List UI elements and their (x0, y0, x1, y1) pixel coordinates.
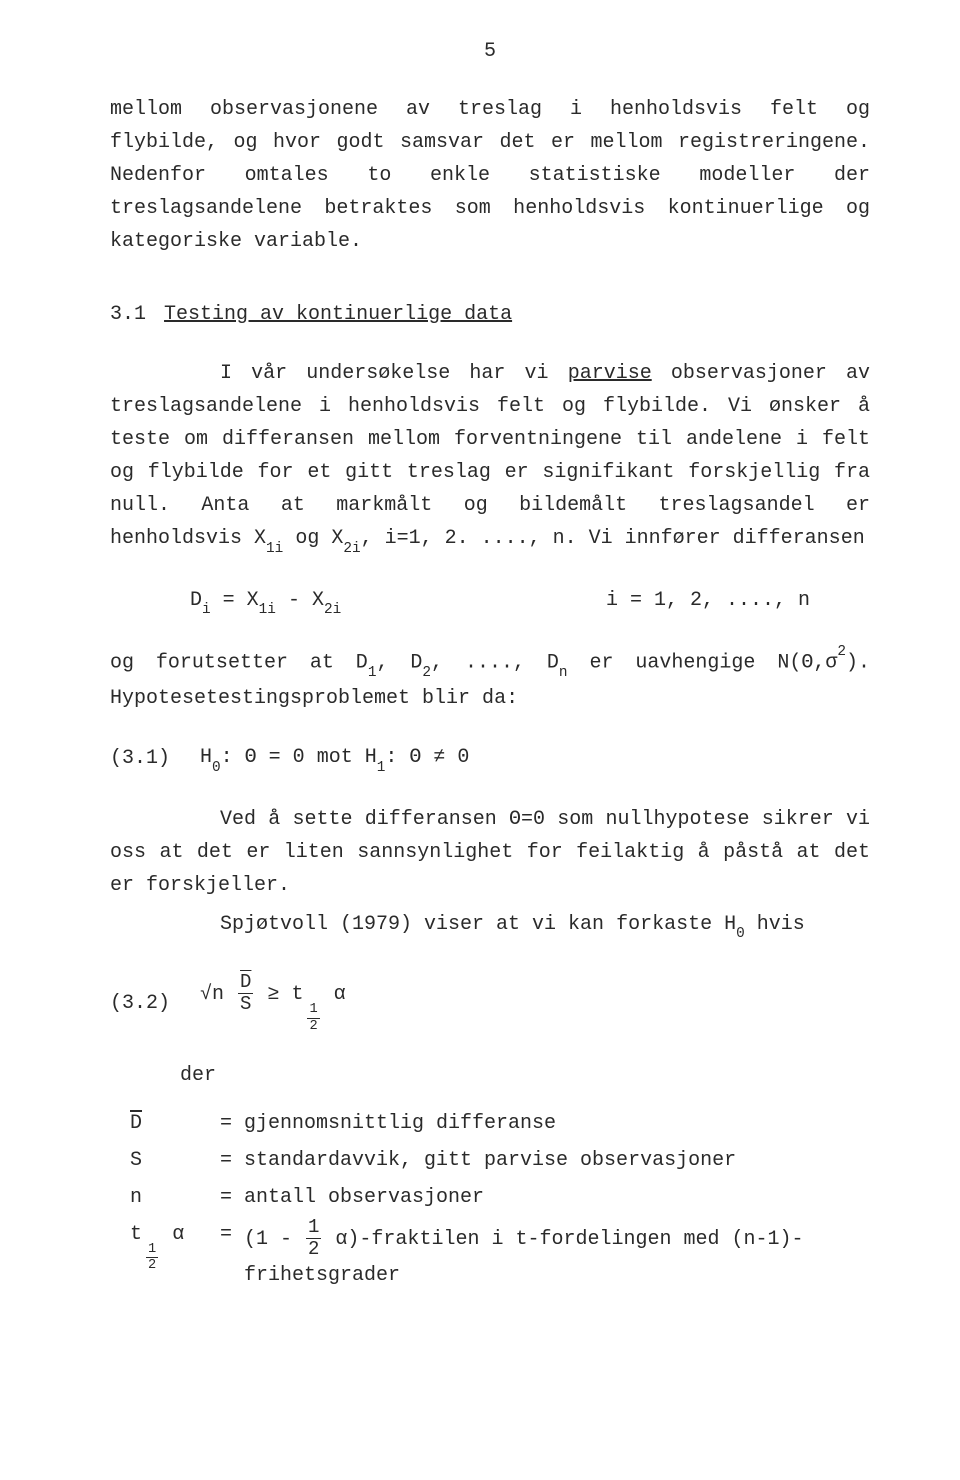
eq-label: (3.1) (110, 742, 170, 775)
fraction: DS (238, 973, 253, 1014)
paragraph-2: I vår undersøkelse har vi parvise observ… (110, 357, 870, 558)
definitions: D = gjennomsnittlig differanse S = stand… (110, 1107, 870, 1292)
subscript: 1i (266, 541, 283, 557)
def-text: antall observasjoner (244, 1181, 870, 1214)
fraction: 12 (307, 1003, 319, 1033)
subscript: 1i (259, 602, 276, 618)
paragraph-1: mellom observasjonene av treslag i henho… (110, 93, 870, 258)
def-row: t12 α = (1 - 12 α)-fraktilen i t-fordeli… (110, 1218, 870, 1292)
text: , D (376, 651, 422, 674)
subscript: n (559, 665, 568, 681)
subscript: 1 (377, 760, 386, 776)
eq-label: (3.2) (110, 987, 170, 1020)
def-row: S = standardavvik, gitt parvise observas… (110, 1144, 870, 1177)
subscript: i (202, 602, 211, 618)
frac-bot: 2 (306, 1238, 321, 1259)
frac-top: D (238, 973, 253, 993)
text: - X (276, 589, 324, 612)
text: α (322, 983, 346, 1006)
frac-bot: S (238, 993, 253, 1014)
text: , ...., D (431, 651, 559, 674)
text: (1 - (244, 1227, 304, 1250)
equals-sign: = (220, 1107, 244, 1140)
page-number: 5 (110, 40, 870, 63)
paragraph-3: og forutsetter at D1, D2, ...., Dn er ua… (110, 646, 870, 715)
section-number: 3.1 (110, 303, 146, 326)
equals-sign: = (220, 1181, 244, 1214)
def-symbol: t (130, 1223, 142, 1246)
text: : Θ ≠ 0 (385, 746, 469, 769)
def-row: D = gjennomsnittlig differanse (110, 1107, 870, 1140)
def-symbol: D (130, 1112, 142, 1135)
text: observasjoner av treslags­andelene i hen… (110, 362, 870, 550)
frac-bot: 2 (307, 1018, 319, 1034)
frac-top: 1 (146, 1243, 158, 1258)
subscript: 1 (368, 665, 377, 681)
text: i = 1, 2, ...., n (606, 584, 810, 620)
fraction: 12 (306, 1218, 321, 1259)
text: og forutsetter at D (110, 651, 368, 674)
text: er uavhengige N(Θ,σ (568, 651, 838, 674)
equation-3-2: (3.2) √n DS ≥ t12 α (110, 973, 870, 1033)
section-title: Testing av kontinuerlige data (164, 303, 512, 326)
equals-sign: = (220, 1144, 244, 1177)
frac-top: 1 (306, 1218, 321, 1238)
text: α (160, 1223, 184, 1246)
def-symbol: S (110, 1144, 220, 1177)
def-text: gjennomsnittlig differanse (244, 1107, 870, 1140)
equals-sign: = (220, 1218, 244, 1251)
equation-3-1: (3.1) H0: Θ = 0 mot H1: Θ ≠ 0 (110, 741, 870, 777)
subscript: 0 (736, 926, 745, 942)
text: D (190, 589, 202, 612)
subscript: 2i (343, 541, 360, 557)
text: og X (283, 527, 343, 550)
def-text: standardavvik, gitt parvise observasjone… (244, 1144, 870, 1177)
frac-bot: 2 (146, 1257, 158, 1273)
superscript: 2 (837, 644, 846, 660)
text: , i=1, 2. ...., n. Vi innfører differans… (361, 527, 865, 550)
equation-diff: Di = X1i - X2i i = 1, 2, ...., n (110, 584, 870, 620)
text: hvis (745, 913, 805, 936)
where-label: der (180, 1064, 870, 1087)
text: ≥ t (255, 983, 303, 1006)
subscript: 2i (324, 602, 341, 618)
text: H (200, 746, 212, 769)
paragraph-4: Ved å sette differansen Θ=0 som nullhypo… (110, 803, 870, 902)
subscript: 0 (212, 760, 221, 776)
section-heading: 3.1 Testing av kontinuerlige data (110, 298, 870, 331)
def-row: n = antall observasjoner (110, 1181, 870, 1214)
def-symbol: n (110, 1181, 220, 1214)
text: Ved å sette differansen Θ=0 som nullhypo… (110, 808, 870, 897)
text: = X (211, 589, 259, 612)
text: √n (200, 983, 236, 1006)
text: Spjøtvoll (1979) viser at vi kan forkast… (220, 913, 736, 936)
underlined-word: parvise (568, 362, 652, 385)
text: α)-fraktilen i t-fordelingen med (n-1)-f… (244, 1227, 804, 1286)
paragraph-5: Spjøtvoll (1979) viser at vi kan forkast… (110, 908, 870, 944)
text: I vår undersøkelse har vi (220, 362, 568, 385)
text: : Θ = 0 mot H (221, 746, 377, 769)
subscript: 2 (422, 665, 431, 681)
fraction: 12 (146, 1243, 158, 1273)
frac-top: 1 (307, 1003, 319, 1018)
